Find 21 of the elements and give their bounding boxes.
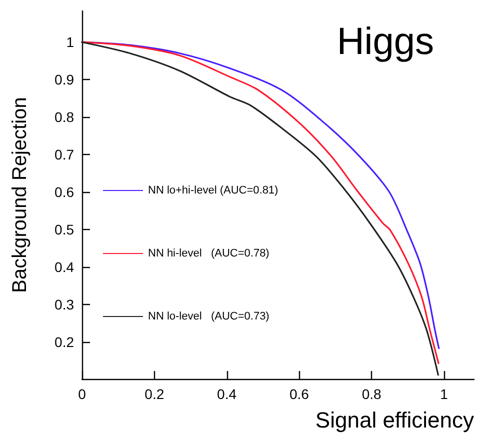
y-axis-title: Background Rejection [9, 97, 31, 293]
y-tick-label: 0.5 [54, 221, 74, 238]
y-tick-label: 0.2 [54, 334, 74, 350]
x-tick-label: 0.6 [289, 386, 310, 402]
legend-label: NN lo-level (AUC=0.73) [148, 310, 270, 322]
x-tick-label: 0.4 [217, 386, 237, 402]
x-tick-label: 0.2 [144, 386, 164, 402]
y-tick-label: 0.3 [54, 296, 74, 312]
x-axis-title: Signal efficiency [315, 408, 474, 432]
y-tick-label: 0.7 [54, 146, 74, 163]
y-tick-label: 0.9 [54, 72, 74, 88]
legend-label: NN hi-level (AUC=0.78) [148, 248, 270, 260]
x-tick-label: 0 [78, 386, 86, 402]
x-tick-label: 1 [440, 386, 448, 402]
y-tick-label: 0.6 [54, 184, 74, 200]
y-tick-label: 0.8 [54, 109, 74, 126]
y-tick-label: 0.4 [54, 258, 74, 275]
legend-label: NN lo+hi-level (AUC=0.81) [148, 184, 278, 196]
x-tick-label: 0.8 [362, 386, 382, 402]
y-tick-label: 1 [66, 34, 74, 50]
chart-title: Higgs [336, 21, 434, 63]
